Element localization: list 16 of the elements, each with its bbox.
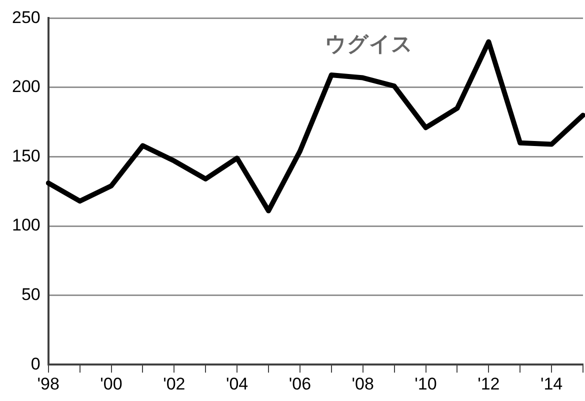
x-tick-label: '02 [163, 374, 186, 394]
y-tick-label: 150 [12, 146, 40, 166]
y-tick-label: 100 [12, 216, 40, 235]
x-tick-label: '00 [100, 374, 122, 394]
x-tick-label: '04 [226, 374, 248, 394]
x-tick-label: '98 [37, 374, 60, 394]
text: ウグイス [325, 32, 414, 56]
y-tick-label: 250 [12, 8, 40, 27]
x-tick-label: '08 [352, 374, 374, 394]
y-tick-label: 200 [12, 77, 40, 96]
x-tick-label: '12 [478, 374, 500, 394]
y-tick-label: 0 [30, 354, 40, 374]
x-tick-label: '06 [288, 374, 312, 394]
y-tick-label: 50 [21, 285, 40, 304]
x-tick-label: '10 [414, 374, 437, 394]
x-tick-label: '14 [540, 374, 563, 394]
